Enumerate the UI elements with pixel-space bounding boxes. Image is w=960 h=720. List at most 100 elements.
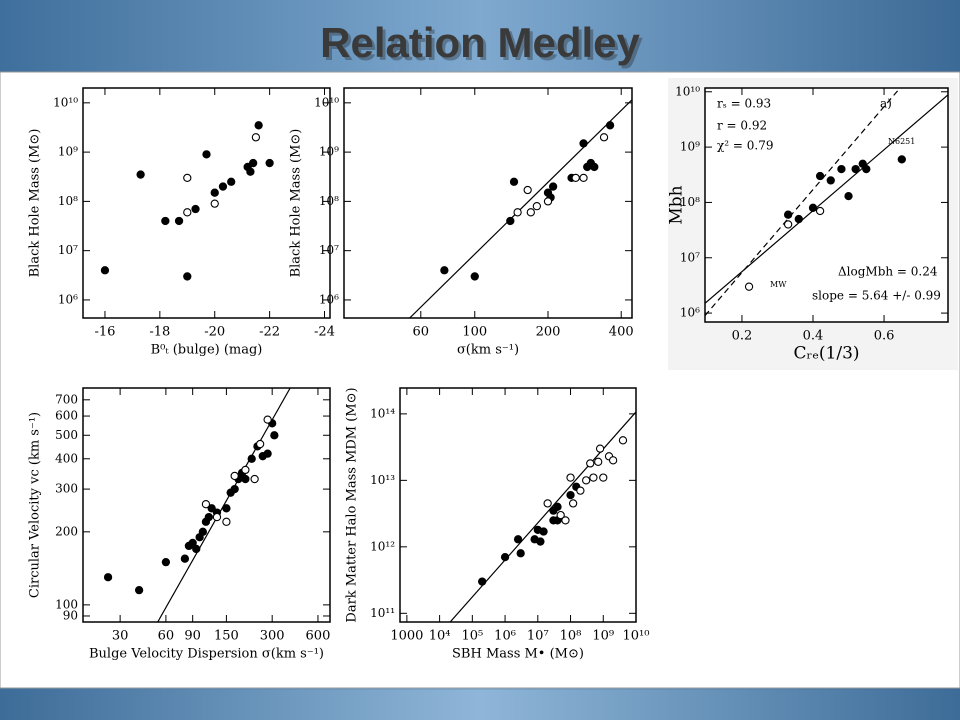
y-tick-label: 10⁹ bbox=[319, 145, 339, 159]
plot-frame bbox=[704, 87, 949, 323]
data-point bbox=[136, 170, 145, 179]
y-tick-label: 100 bbox=[55, 597, 78, 611]
data-point bbox=[582, 476, 591, 485]
fit-line bbox=[449, 411, 636, 622]
y-axis-title: Black Hole Mass (M⊙) bbox=[289, 129, 304, 278]
data-point bbox=[183, 173, 192, 183]
data-point bbox=[202, 150, 211, 159]
x-tick-label: 10⁶ bbox=[494, 629, 516, 644]
data-point bbox=[263, 415, 272, 424]
plot-frame bbox=[82, 87, 331, 319]
y-tick-label: 10¹¹ bbox=[370, 606, 395, 620]
data-point bbox=[608, 456, 618, 465]
data-point bbox=[618, 436, 628, 445]
annotation: a) bbox=[880, 97, 892, 111]
x-axis-title: σ(km s⁻¹) bbox=[457, 343, 519, 358]
x-tick-label: 10⁸ bbox=[560, 629, 582, 644]
data-point bbox=[263, 449, 272, 458]
x-tick-label: 60 bbox=[158, 629, 175, 644]
x-tick-label: 1000 bbox=[390, 629, 423, 644]
x-tick-label: 60 bbox=[413, 325, 430, 340]
data-point bbox=[556, 510, 565, 520]
data-point bbox=[180, 554, 190, 563]
data-point bbox=[543, 197, 553, 206]
data-point bbox=[571, 173, 580, 183]
data-point bbox=[204, 512, 214, 522]
data-point bbox=[247, 454, 256, 463]
data-point bbox=[566, 473, 575, 482]
annotation: χ² = 0.79 bbox=[717, 139, 773, 153]
y-axis-title: Circular Velocity vc (km s⁻¹) bbox=[28, 412, 43, 598]
y-tick-label: 10¹³ bbox=[370, 473, 395, 487]
data-point bbox=[851, 164, 860, 174]
data-point bbox=[188, 538, 197, 548]
data-point bbox=[783, 210, 793, 219]
x-tick-label: 0.6 bbox=[874, 329, 895, 344]
x-tick-label: 10⁷ bbox=[527, 629, 549, 644]
data-point bbox=[103, 573, 113, 582]
y-tick-label: 10⁷ bbox=[680, 250, 700, 264]
y-tick-label: 300 bbox=[55, 482, 78, 496]
data-point bbox=[523, 185, 532, 195]
annotation: ΔlogMbh = 0.24 bbox=[838, 265, 938, 279]
y-tick-label: 10¹⁴ bbox=[370, 406, 395, 420]
annotation: N6251 bbox=[888, 137, 915, 146]
y-tick-label: 200 bbox=[55, 524, 78, 538]
fit-line bbox=[409, 99, 632, 318]
y-tick-label: 10⁶ bbox=[319, 292, 339, 306]
x-tick-label: -20 bbox=[204, 325, 225, 340]
data-point bbox=[568, 499, 578, 508]
data-point bbox=[579, 139, 588, 148]
data-point bbox=[265, 158, 274, 168]
y-tick-label: 10⁸ bbox=[58, 194, 78, 208]
data-point bbox=[586, 459, 595, 468]
data-point bbox=[590, 162, 599, 172]
x-tick-label: 90 bbox=[184, 629, 201, 644]
x-tick-label: 400 bbox=[609, 325, 634, 340]
data-point bbox=[161, 216, 170, 226]
data-point bbox=[470, 272, 479, 281]
data-point bbox=[192, 544, 201, 554]
data-point bbox=[207, 504, 216, 513]
data-point bbox=[210, 199, 219, 208]
x-tick-label: 600 bbox=[306, 629, 331, 644]
x-tick-label: 10¹⁰ bbox=[623, 629, 650, 644]
data-point bbox=[539, 527, 548, 536]
plot-frame bbox=[399, 387, 637, 623]
data-point bbox=[500, 552, 510, 562]
data-point bbox=[250, 474, 259, 484]
x-tick-label: -24 bbox=[314, 325, 335, 340]
x-tick-label: 30 bbox=[112, 629, 129, 644]
annotation: rₛ = 0.93 bbox=[717, 97, 771, 111]
data-point bbox=[862, 164, 871, 174]
x-tick-label: 100 bbox=[462, 325, 487, 340]
data-point bbox=[212, 512, 222, 522]
y-tick-label: 10¹⁰ bbox=[675, 84, 700, 98]
y-tick-label: 10¹⁰ bbox=[53, 95, 78, 109]
data-point bbox=[837, 164, 846, 174]
data-point bbox=[506, 216, 515, 226]
data-point bbox=[744, 282, 754, 291]
data-point bbox=[222, 517, 231, 526]
annotation: r = 0.92 bbox=[717, 119, 767, 133]
data-point bbox=[227, 177, 236, 186]
data-point bbox=[218, 182, 228, 191]
x-tick-label: 200 bbox=[536, 325, 561, 340]
annotation: slope = 5.64 +/- 0.99 bbox=[812, 289, 941, 303]
y-axis-title: Black Hole Mass (M⊙) bbox=[28, 129, 43, 278]
data-point bbox=[134, 585, 144, 595]
data-point bbox=[594, 457, 603, 466]
data-point bbox=[478, 577, 487, 586]
y-tick-label: 10⁹ bbox=[680, 140, 700, 154]
data-point bbox=[794, 214, 803, 224]
data-point bbox=[191, 204, 200, 214]
y-tick-label: 10⁸ bbox=[680, 195, 700, 209]
data-point bbox=[174, 216, 184, 226]
data-point bbox=[222, 504, 231, 513]
data-point bbox=[513, 208, 522, 217]
plot-frame bbox=[343, 87, 633, 319]
data-point bbox=[553, 502, 562, 511]
data-point bbox=[826, 176, 835, 185]
data-point bbox=[599, 133, 609, 142]
y-tick-label: 10⁶ bbox=[680, 306, 700, 320]
